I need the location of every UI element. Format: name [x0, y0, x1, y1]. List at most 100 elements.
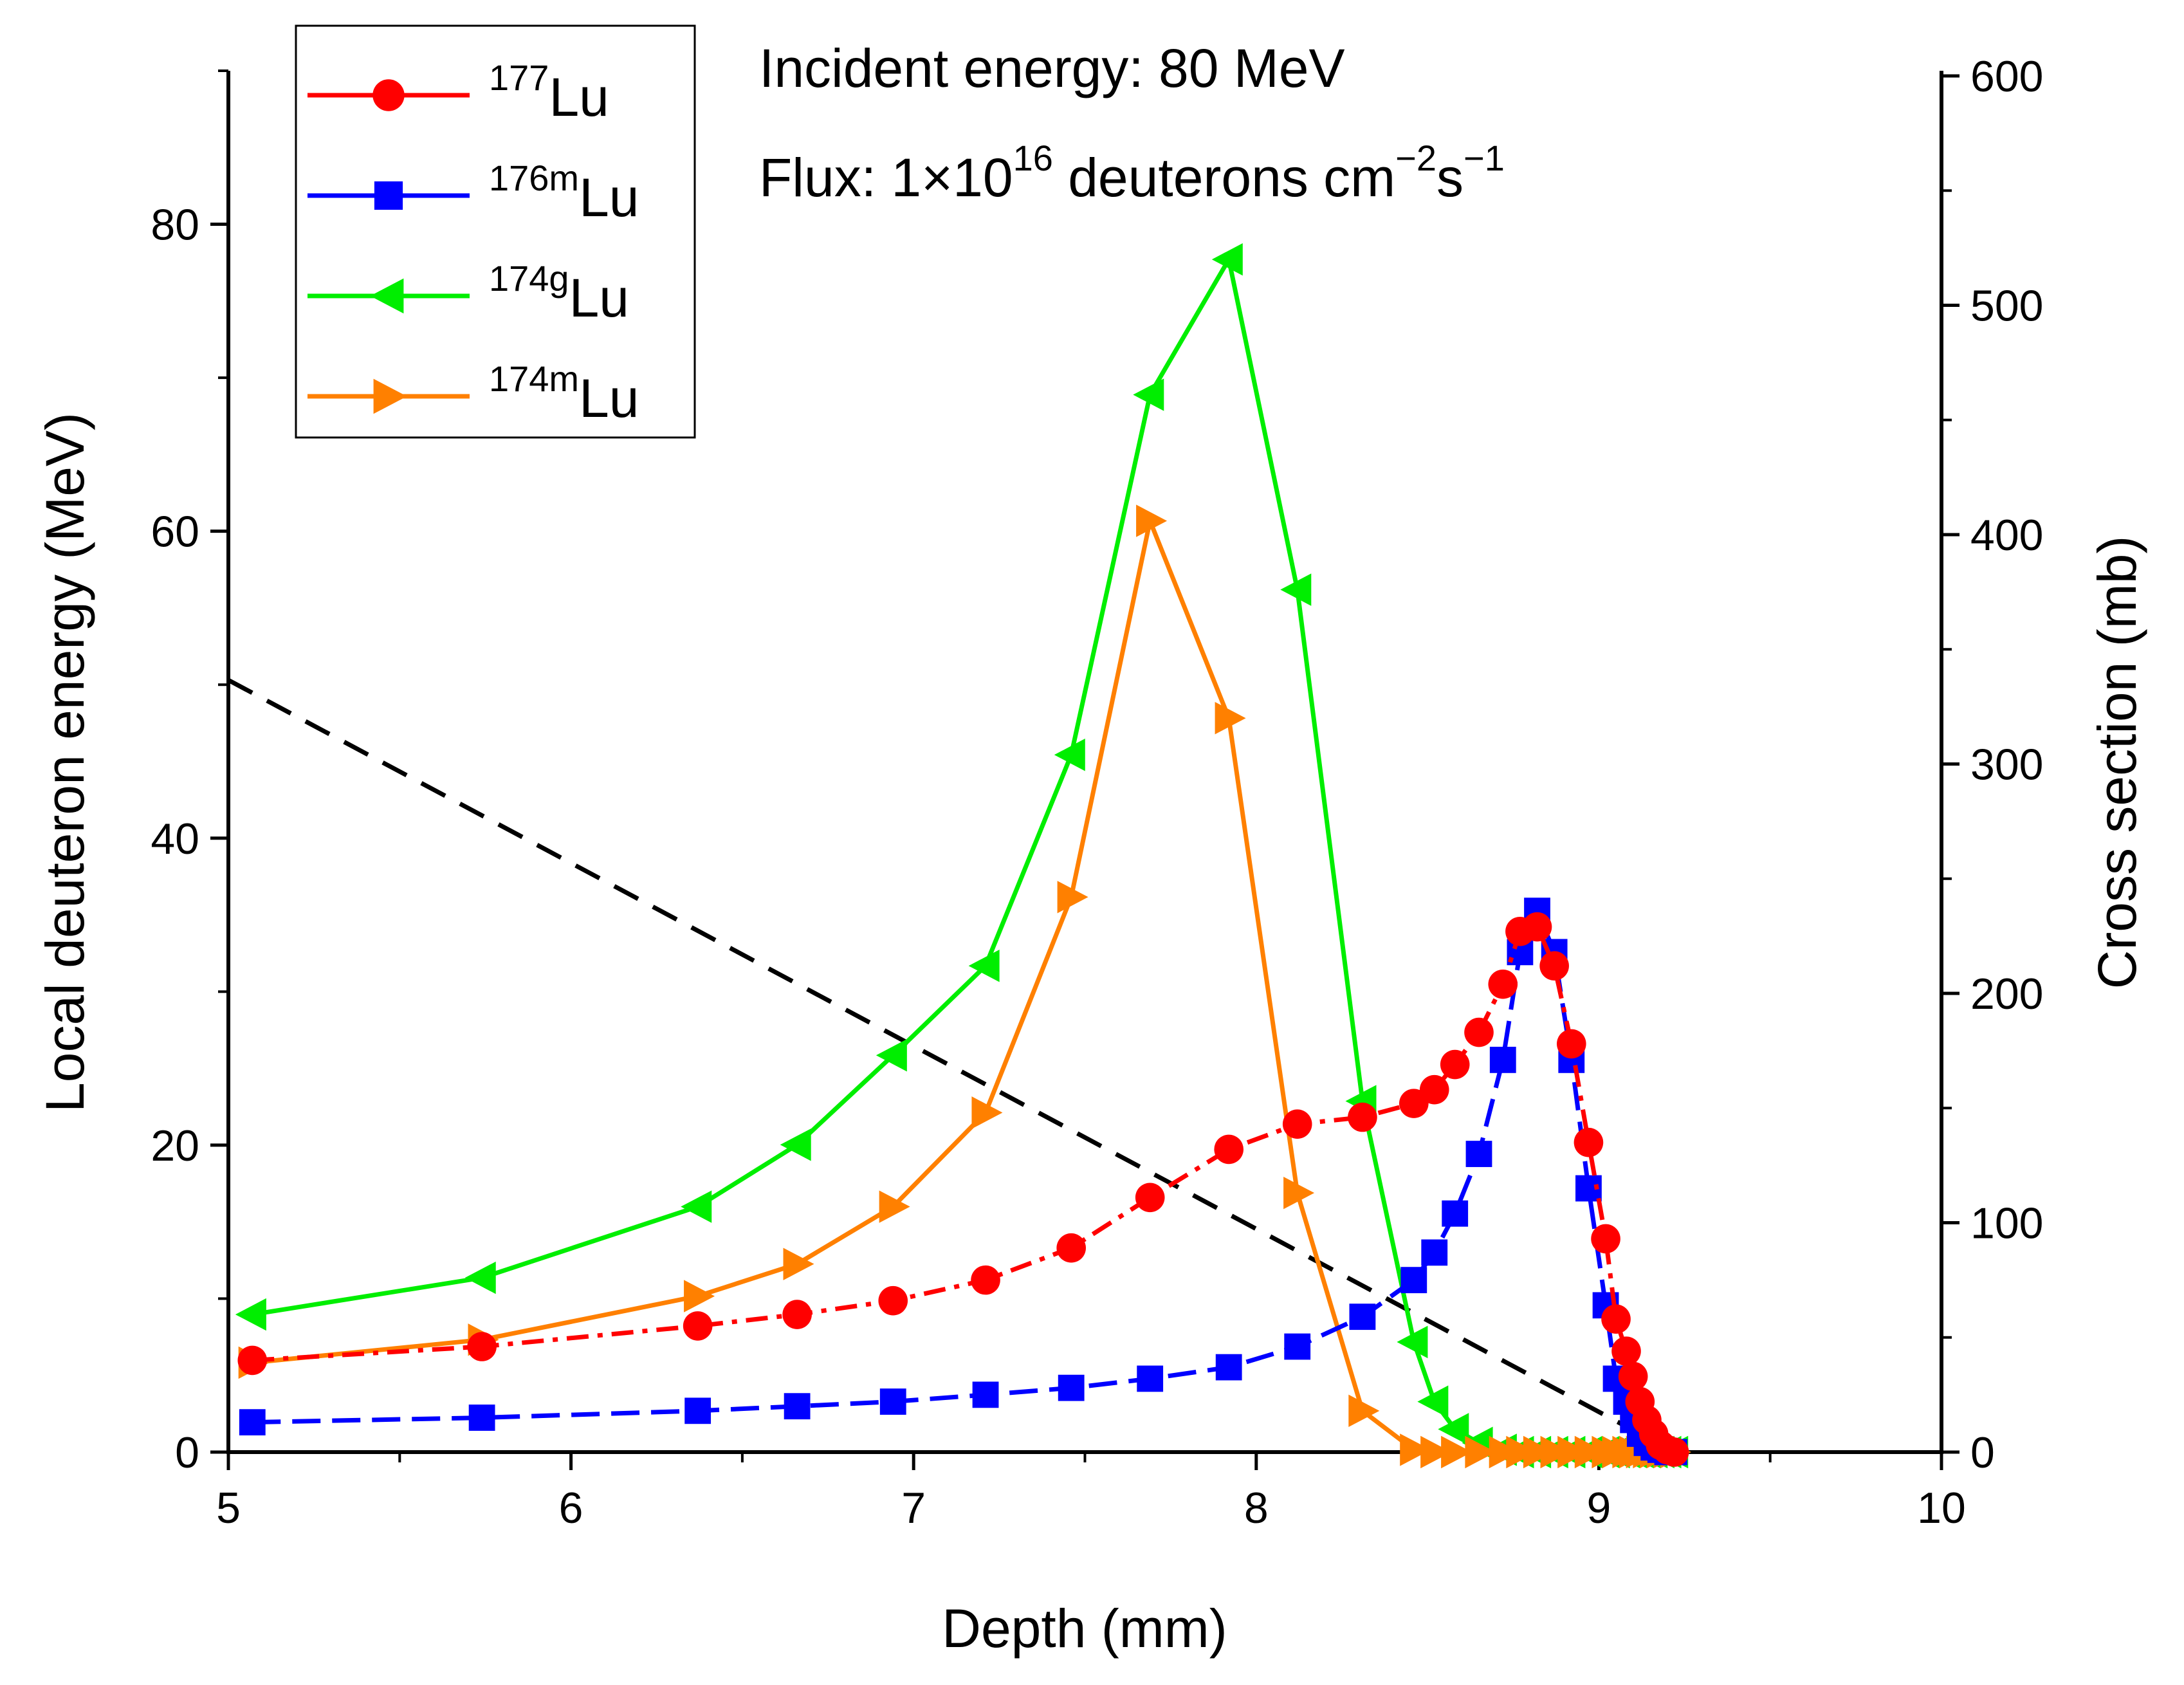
data-point-176mlu — [1400, 1267, 1427, 1294]
flux-units: deuterons cm — [1053, 147, 1395, 208]
legend-item-176mlu: 176mLu — [307, 158, 639, 228]
data-point-177lu — [1488, 969, 1518, 999]
data-point-174glu — [1438, 1413, 1469, 1446]
data-point-177lu — [1556, 1029, 1586, 1059]
legend-item-177lu: 177Lu — [307, 57, 609, 127]
x-tick-label: 6 — [559, 1484, 583, 1533]
legend-label-mass: 177 — [489, 57, 549, 98]
data-point-174mlu — [1441, 1435, 1473, 1469]
flux-prefix: Flux: 1×10 — [759, 147, 1013, 208]
data-point-174mlu — [783, 1248, 814, 1280]
data-point-174glu — [1054, 739, 1085, 771]
data-point-177lu — [467, 1332, 497, 1361]
data-point-174glu — [464, 1261, 496, 1294]
data-point-176mlu — [879, 1388, 906, 1415]
y-right-tick-label: 200 — [1970, 970, 2043, 1018]
annotation-block: Incident energy: 80 MeV Flux: 1×1016 deu… — [759, 38, 1505, 208]
data-point-177lu — [1056, 1233, 1086, 1263]
left-axis-title: Local deuteron energy (MeV) — [35, 412, 95, 1112]
legend-label-mass: 176m — [489, 158, 579, 198]
data-point-177lu — [1601, 1304, 1631, 1334]
data-point-174mlu — [879, 1190, 910, 1223]
data-point-174mlu — [1420, 1435, 1452, 1469]
data-point-174mlu — [1136, 504, 1168, 537]
x-tick-label: 8 — [1244, 1484, 1269, 1533]
data-point-176mlu — [1465, 1141, 1492, 1167]
data-point-174mlu — [1506, 1435, 1537, 1469]
data-point-177lu — [971, 1265, 1000, 1295]
data-point-177lu — [1659, 1437, 1689, 1467]
y-left-tick-label: 20 — [151, 1121, 199, 1170]
data-point-177lu — [1440, 1049, 1470, 1080]
data-point-174mlu — [1215, 702, 1246, 735]
right-axis-title: Cross section (mb) — [2087, 536, 2147, 990]
data-point-177lu — [683, 1311, 713, 1341]
y-right-tick-label: 0 — [1970, 1428, 1995, 1477]
data-point-176mlu — [468, 1404, 495, 1431]
data-point-174glu — [1280, 573, 1312, 606]
data-point-177lu — [1464, 1017, 1494, 1047]
y-left-tick-label: 60 — [151, 508, 199, 557]
data-point-174mlu — [1489, 1435, 1520, 1469]
legend-label-mass: 174m — [489, 358, 579, 399]
data-point-176mlu — [684, 1397, 711, 1424]
data-point-174mlu — [1523, 1435, 1554, 1469]
data-point-177lu — [1611, 1336, 1641, 1366]
data-point-174glu — [780, 1128, 811, 1161]
data-point-174glu — [1417, 1385, 1449, 1418]
series-layer — [235, 243, 1691, 1469]
data-point-177lu — [1282, 1109, 1312, 1139]
energy-curve-line — [227, 677, 1676, 1455]
legend-label: 174mLu — [489, 358, 639, 428]
legend-swatch-marker — [372, 79, 405, 111]
data-point-176mlu — [1442, 1200, 1469, 1227]
y-right-tick-label: 100 — [1970, 1199, 2043, 1248]
data-point-177lu — [1135, 1183, 1165, 1213]
data-point-174glu — [876, 1039, 907, 1072]
data-point-176mlu — [1137, 1365, 1164, 1392]
data-point-177lu — [1591, 1224, 1620, 1254]
data-point-176mlu — [239, 1409, 266, 1436]
flux-units-s: s — [1436, 147, 1464, 208]
legend-label-element: Lu — [569, 268, 629, 328]
data-point-176mlu — [1421, 1239, 1448, 1266]
data-point-177lu — [1399, 1089, 1429, 1118]
flux-exponent-s: −1 — [1464, 138, 1505, 178]
data-point-174glu — [1133, 378, 1164, 411]
data-point-174mlu — [1348, 1394, 1380, 1428]
legend-label-element: Lu — [549, 67, 609, 127]
data-point-174mlu — [1574, 1435, 1606, 1469]
energy-curve-layer — [227, 677, 1676, 1455]
data-point-177lu — [1419, 1074, 1449, 1105]
legend-swatch-marker — [373, 378, 407, 414]
x-axis-title: Depth (mm) — [942, 1598, 1227, 1659]
data-point-174mlu — [1557, 1435, 1589, 1469]
legend-item-174glu: 174gLu — [307, 258, 629, 328]
annotation-flux: Flux: 1×1016 deuterons cm−2s−1 — [759, 138, 1505, 208]
y-right-tick-label: 300 — [1970, 741, 2043, 789]
data-point-177lu — [1574, 1127, 1604, 1157]
x-tick-label: 9 — [1586, 1484, 1611, 1533]
data-point-176mlu — [1058, 1374, 1085, 1401]
data-point-174glu — [968, 950, 1000, 982]
data-point-176mlu — [1349, 1303, 1376, 1331]
x-tick-label: 5 — [216, 1484, 241, 1533]
legend-label-element: Lu — [579, 368, 639, 428]
annotation-incident-energy: Incident energy: 80 MeV — [759, 38, 1345, 98]
y-right-tick-label: 500 — [1970, 282, 2043, 331]
legend-label: 176mLu — [489, 158, 639, 228]
data-point-174glu — [1397, 1325, 1428, 1359]
legend-label: 174gLu — [489, 258, 629, 328]
data-point-174glu — [1211, 243, 1243, 276]
y-right-tick-label: 600 — [1970, 52, 2043, 101]
x-tick-label: 7 — [901, 1484, 926, 1533]
data-point-177lu — [878, 1285, 908, 1316]
legend-swatch-marker — [374, 181, 403, 210]
data-point-177lu — [1618, 1361, 1648, 1392]
data-point-174mlu — [1057, 881, 1088, 914]
data-point-176mlu — [972, 1381, 999, 1408]
data-point-174mlu — [1283, 1176, 1315, 1210]
data-point-176mlu — [1215, 1354, 1242, 1381]
